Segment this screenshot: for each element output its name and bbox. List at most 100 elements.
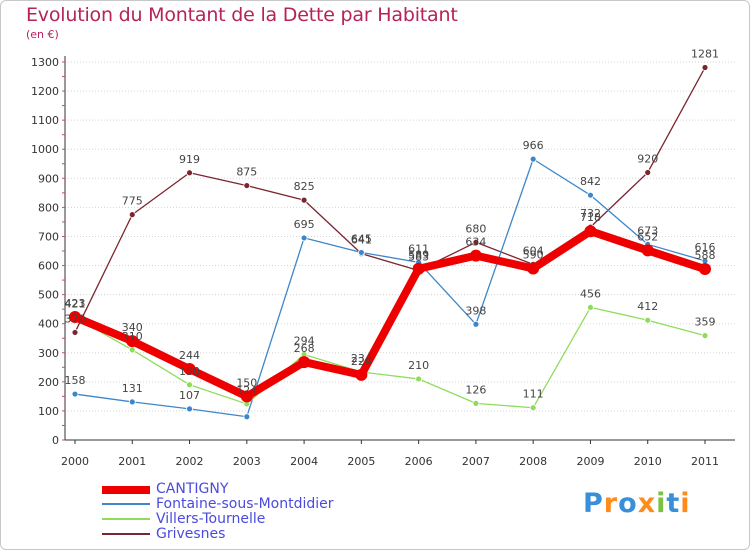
data-label: 210	[408, 359, 429, 372]
x-tick-label: 2006	[405, 455, 433, 468]
data-label: 680	[465, 222, 486, 235]
series-line	[74, 158, 706, 418]
data-label: 611	[408, 242, 429, 255]
data-point	[71, 390, 79, 398]
proxiti-logo: Proxiti	[583, 488, 691, 519]
data-label: 616	[695, 241, 716, 254]
y-tick-label: 1000	[31, 143, 59, 156]
data-label: 652	[637, 230, 658, 243]
data-label: 294	[294, 335, 315, 348]
logo-letter: o	[618, 488, 638, 519]
data-label: 111	[523, 388, 544, 401]
legend-swatch-fontaine	[102, 503, 150, 505]
data-label: 645	[351, 232, 372, 245]
data-label: 673	[637, 224, 658, 237]
legend-label-cantigny: CANTIGNY	[156, 481, 229, 497]
data-point	[469, 249, 482, 262]
data-point	[128, 346, 136, 354]
data-point	[240, 390, 253, 403]
data-point	[587, 304, 594, 311]
logo-letter: r	[603, 488, 619, 519]
y-tick-label: 0	[52, 434, 59, 447]
data-label: 158	[65, 374, 86, 387]
data-label: 107	[179, 389, 200, 402]
x-tick-label: 2000	[61, 455, 89, 468]
y-tick-label: 100	[38, 405, 59, 418]
x-tick-label: 2003	[233, 455, 261, 468]
x-tick-label: 2002	[176, 455, 204, 468]
data-label: 224	[351, 355, 372, 368]
data-point	[300, 196, 308, 204]
data-label: 589	[408, 249, 429, 262]
data-point	[584, 225, 597, 238]
data-label: 634	[465, 236, 486, 249]
data-point	[243, 182, 251, 189]
data-point	[355, 368, 368, 381]
data-point	[186, 405, 193, 413]
series-line	[74, 66, 706, 334]
y-tick-label: 800	[38, 201, 59, 214]
data-label: 423	[65, 297, 86, 310]
legend-swatch-villers	[102, 518, 150, 520]
data-point	[71, 329, 79, 336]
logo-letter: i	[680, 488, 691, 519]
data-label: 842	[580, 175, 601, 188]
data-label: 718	[580, 211, 601, 224]
x-tick-label: 2011	[691, 455, 719, 468]
data-point	[186, 169, 193, 177]
data-point	[300, 234, 308, 242]
logo-letter: t	[666, 488, 681, 519]
series-line	[74, 306, 706, 409]
data-label: 966	[523, 139, 544, 152]
data-point	[587, 191, 594, 199]
data-label: 126	[465, 383, 486, 396]
data-point	[472, 238, 480, 246]
data-point	[128, 211, 136, 219]
logo-letter: i	[656, 488, 667, 519]
data-point	[298, 356, 311, 369]
series-line	[71, 227, 709, 401]
data-label: 875	[236, 166, 257, 179]
y-tick-label: 1200	[31, 85, 59, 98]
y-tick-label: 1300	[31, 56, 59, 69]
data-label: 695	[294, 218, 315, 231]
data-label: 310	[122, 330, 143, 343]
data-point	[529, 155, 537, 163]
data-label: 150	[236, 376, 257, 389]
data-point	[126, 335, 139, 348]
data-label: 919	[179, 153, 200, 166]
legend-label-fontaine: Fontaine-sous-Montdidier	[156, 496, 334, 512]
x-tick-label: 2008	[519, 455, 547, 468]
data-point	[701, 332, 709, 340]
y-tick-label: 1100	[31, 114, 59, 127]
data-point	[699, 263, 711, 276]
data-label: 398	[465, 304, 486, 317]
data-point	[641, 244, 654, 257]
x-tick-label: 2004	[290, 455, 318, 468]
data-label: 412	[637, 300, 658, 313]
data-label: 1281	[691, 48, 719, 61]
data-label: 234	[351, 352, 372, 365]
data-label: 920	[637, 152, 658, 165]
data-point	[472, 320, 480, 328]
data-point	[243, 413, 251, 421]
x-tick-label: 2009	[576, 455, 604, 468]
x-tick-label: 2001	[118, 455, 146, 468]
y-axis-unit: (en €)	[26, 28, 59, 41]
y-tick-label: 200	[38, 376, 59, 389]
data-label: 359	[695, 316, 716, 329]
y-tick-label: 300	[38, 347, 59, 360]
data-point	[644, 316, 652, 324]
data-label: 732	[580, 207, 601, 220]
legend-label-grivesnes: Grivesnes	[156, 526, 226, 542]
data-point	[69, 311, 81, 324]
y-tick-label: 600	[38, 260, 59, 273]
data-point	[186, 381, 193, 389]
y-tick-label: 900	[38, 172, 59, 185]
data-point	[357, 249, 365, 256]
legend-label-villers: Villers-Tournelle	[156, 511, 266, 527]
x-tick-label: 2005	[347, 455, 375, 468]
data-point	[412, 262, 425, 275]
y-tick-label: 700	[38, 230, 59, 243]
data-label: 604	[523, 244, 544, 257]
